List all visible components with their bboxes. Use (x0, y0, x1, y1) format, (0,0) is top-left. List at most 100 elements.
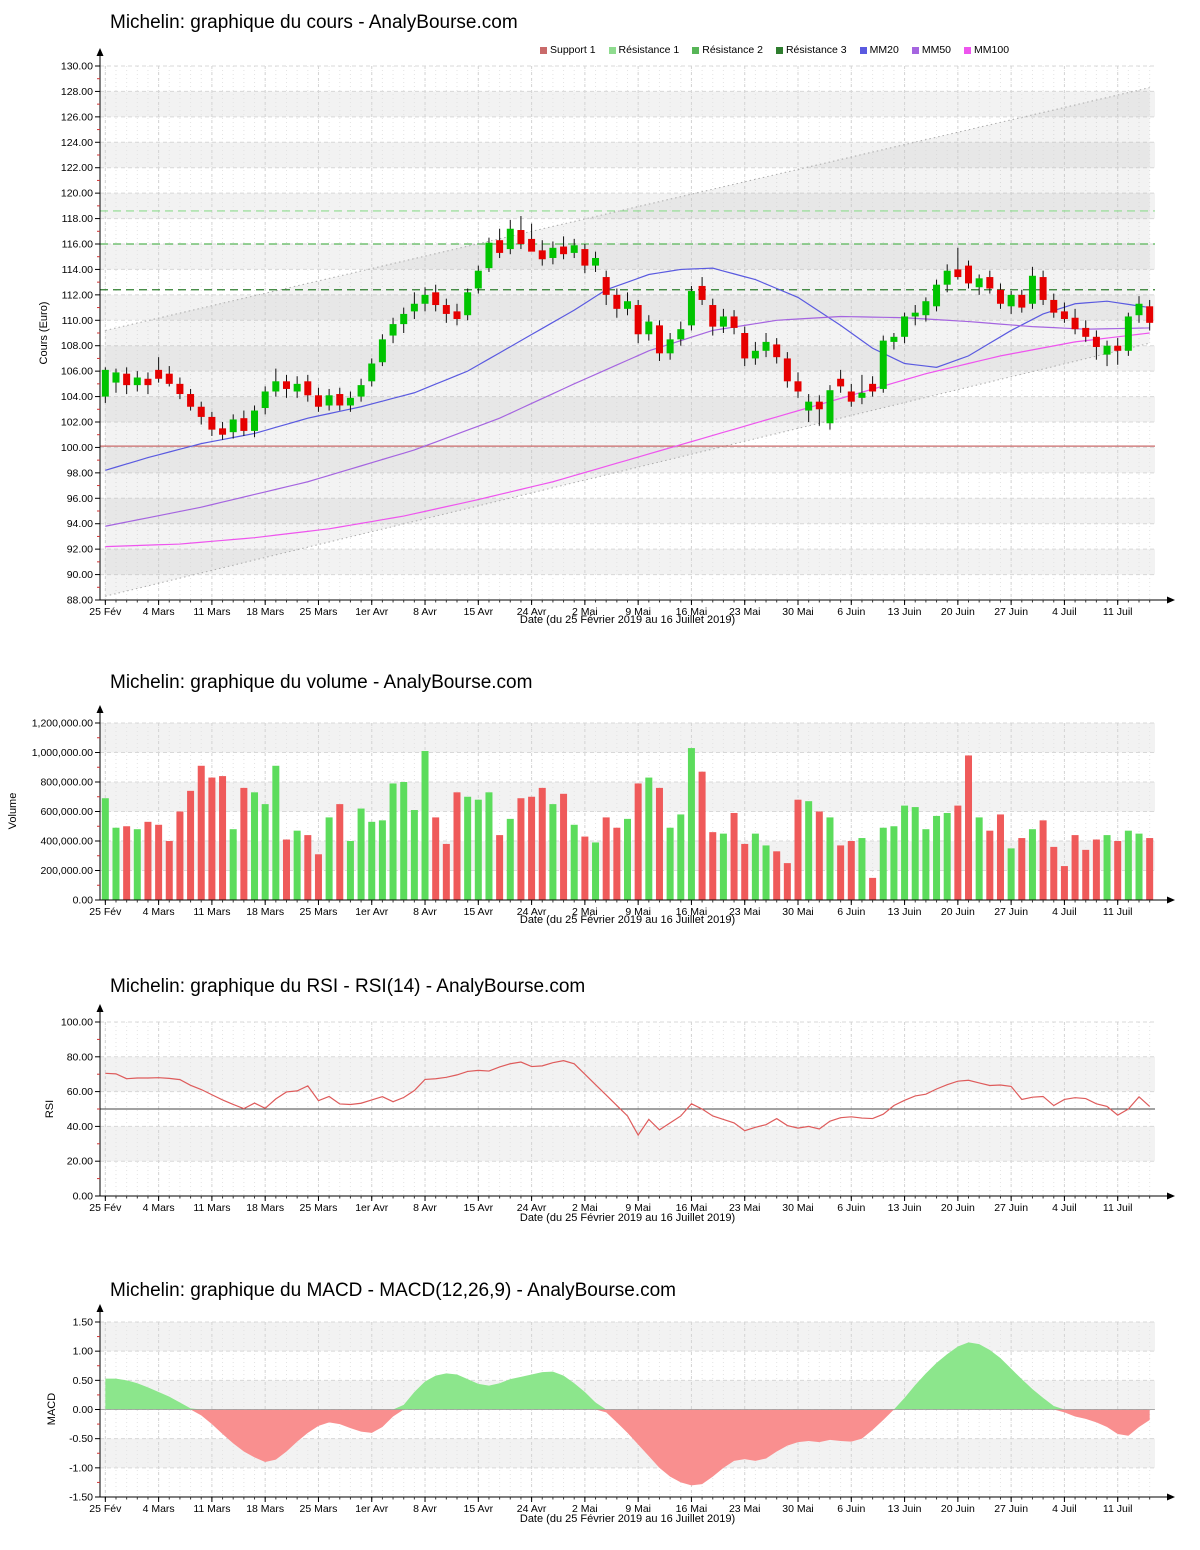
legend-label: MM50 (921, 44, 952, 56)
svg-text:90.00: 90.00 (67, 569, 93, 581)
legend-item-mm20: MM20 (859, 44, 899, 56)
rsi-x-axis-label: Date (du 25 Février 2019 au 16 Juillet 2… (519, 1212, 736, 1224)
legend-label: Résistance 1 (618, 44, 680, 56)
svg-text:112.00: 112.00 (62, 289, 93, 301)
svg-text:20 Juin: 20 Juin (941, 906, 975, 918)
svg-text:0.50: 0.50 (73, 1375, 94, 1387)
svg-text:15 Avr: 15 Avr (464, 1503, 494, 1515)
svg-text:1,000,000.00: 1,000,000.00 (32, 747, 93, 759)
svg-text:116.00: 116.00 (62, 239, 93, 251)
svg-text:2 Mai: 2 Mai (572, 906, 598, 918)
svg-text:27 Juin: 27 Juin (994, 1503, 1028, 1515)
svg-text:30 Mai: 30 Mai (782, 1503, 814, 1515)
price-chart-title: Michelin: graphique du cours - AnalyBour… (110, 12, 518, 33)
svg-text:4 Mars: 4 Mars (143, 606, 175, 618)
svg-text:88.00: 88.00 (67, 595, 93, 607)
svg-text:100.00: 100.00 (61, 442, 93, 454)
svg-text:13 Juin: 13 Juin (888, 1503, 922, 1515)
svg-text:11 Juil: 11 Juil (1103, 1503, 1133, 1515)
svg-text:-1.50: -1.50 (69, 1492, 93, 1504)
svg-text:25 Mars: 25 Mars (299, 1503, 337, 1515)
svg-text:25 Fév: 25 Fév (89, 1503, 122, 1515)
svg-text:2 Mai: 2 Mai (572, 1503, 598, 1515)
legend-swatch (540, 46, 547, 54)
svg-text:122.00: 122.00 (61, 162, 93, 174)
legend-swatch (911, 46, 919, 54)
legend-label: MM100 (974, 44, 1010, 56)
svg-text:4 Juil: 4 Juil (1052, 906, 1077, 918)
legend-item-mm50: MM50 (911, 44, 952, 56)
svg-text:60.00: 60.00 (67, 1086, 93, 1098)
svg-text:11 Juil: 11 Juil (1103, 606, 1133, 618)
svg-text:80.00: 80.00 (67, 1051, 93, 1063)
svg-text:18 Mars: 18 Mars (246, 1202, 284, 1214)
svg-text:15 Avr: 15 Avr (464, 606, 494, 618)
svg-text:23 Mai: 23 Mai (729, 1503, 761, 1515)
svg-text:100.00: 100.00 (61, 1017, 93, 1029)
svg-text:23 Mai: 23 Mai (729, 906, 761, 918)
legend-item-mm100: MM100 (964, 44, 1009, 56)
legend-label: Support 1 (550, 44, 596, 56)
legend-swatch (859, 46, 867, 54)
svg-text:18 Mars: 18 Mars (246, 606, 284, 618)
volume-x-axis-label: Date (du 25 Février 2019 au 16 Juillet 2… (519, 914, 736, 926)
svg-text:114.00: 114.00 (62, 264, 93, 276)
svg-text:24 Avr: 24 Avr (517, 906, 547, 918)
volume-chart-title: Michelin: graphique du volume - AnalyBou… (110, 672, 533, 693)
svg-text:16 Mai: 16 Mai (676, 606, 708, 618)
svg-text:16 Mai: 16 Mai (676, 1503, 708, 1515)
svg-text:104.00: 104.00 (61, 391, 93, 403)
macd-x-axis-label: Date (du 25 Février 2019 au 16 Juillet 2… (519, 1513, 736, 1525)
svg-text:27 Juin: 27 Juin (994, 1202, 1028, 1214)
svg-text:25 Fév: 25 Fév (89, 1202, 122, 1214)
svg-text:25 Mars: 25 Mars (299, 1202, 337, 1214)
svg-text:16 Mai: 16 Mai (676, 906, 708, 918)
svg-text:6 Juin: 6 Juin (837, 906, 865, 918)
svg-text:9 Mai: 9 Mai (625, 606, 651, 618)
svg-text:118.00: 118.00 (62, 213, 93, 225)
svg-text:11 Mars: 11 Mars (193, 1503, 230, 1515)
svg-text:94.00: 94.00 (67, 518, 93, 530)
svg-text:200,000.00: 200,000.00 (40, 865, 93, 877)
svg-text:1er Avr: 1er Avr (355, 1503, 389, 1515)
svg-text:9 Mai: 9 Mai (625, 1503, 651, 1515)
svg-text:4 Mars: 4 Mars (143, 1503, 175, 1515)
svg-text:6 Juin: 6 Juin (837, 1202, 865, 1214)
price-x-axis-label: Date (du 25 Février 2019 au 16 Juillet 2… (519, 614, 736, 626)
svg-text:4 Mars: 4 Mars (143, 906, 175, 918)
svg-text:30 Mai: 30 Mai (782, 1202, 814, 1214)
svg-text:11 Juil: 11 Juil (1103, 1202, 1133, 1214)
svg-text:20 Juin: 20 Juin (941, 606, 975, 618)
svg-text:11 Mars: 11 Mars (193, 1202, 230, 1214)
legend-label: Résistance 3 (785, 44, 847, 56)
svg-text:8 Avr: 8 Avr (413, 606, 437, 618)
legend-swatch (775, 46, 783, 54)
svg-text:13 Juin: 13 Juin (888, 906, 922, 918)
svg-text:0.00: 0.00 (73, 1404, 94, 1416)
macd-y-axis-label: MACD (46, 1392, 58, 1426)
svg-text:6 Juin: 6 Juin (837, 1503, 865, 1515)
svg-text:20 Juin: 20 Juin (941, 1202, 975, 1214)
svg-text:0.00: 0.00 (73, 1191, 94, 1203)
svg-text:400,000.00: 400,000.00 (40, 836, 93, 848)
svg-text:-0.50: -0.50 (69, 1433, 93, 1445)
svg-text:20 Juin: 20 Juin (941, 1503, 975, 1515)
svg-text:9 Mai: 9 Mai (625, 906, 651, 918)
legend-swatch (608, 46, 616, 54)
svg-text:27 Juin: 27 Juin (994, 606, 1028, 618)
svg-text:1,200,000.00: 1,200,000.00 (32, 718, 93, 730)
svg-text:1.00: 1.00 (73, 1346, 94, 1358)
svg-text:4 Juil: 4 Juil (1052, 1202, 1077, 1214)
svg-text:130.00: 130.00 (61, 61, 93, 73)
svg-text:30 Mai: 30 Mai (782, 606, 814, 618)
svg-text:4 Juil: 4 Juil (1052, 606, 1077, 618)
svg-text:11 Mars: 11 Mars (193, 606, 230, 618)
svg-text:98.00: 98.00 (67, 467, 93, 479)
legend-item-r-sistance-1: Résistance 1 (608, 44, 680, 56)
svg-text:16 Mai: 16 Mai (676, 1202, 708, 1214)
svg-text:106.00: 106.00 (61, 366, 93, 378)
legend-item-r-sistance-3: Résistance 3 (775, 44, 847, 56)
svg-text:600,000.00: 600,000.00 (40, 806, 93, 818)
macd-chart-title: Michelin: graphique du MACD - MACD(12,26… (110, 1280, 677, 1301)
